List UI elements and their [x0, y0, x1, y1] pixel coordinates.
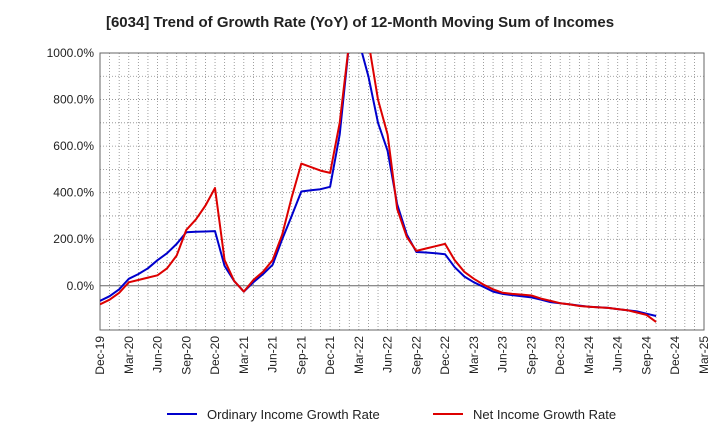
y-tick-label: 600.0% [53, 139, 94, 153]
y-tick-label: 400.0% [53, 186, 94, 200]
legend-net-income-label: Net Income Growth Rate [473, 407, 616, 422]
x-tick-label: Dec-24 [668, 336, 682, 375]
x-tick-label: Mar-22 [352, 336, 366, 374]
y-tick-label: 800.0% [53, 93, 94, 107]
x-tick-label: Mar-21 [237, 336, 251, 374]
x-tick-label: Mar-24 [582, 336, 596, 374]
x-tick-label: Jun-24 [611, 336, 625, 373]
x-tick-label: Dec-20 [208, 336, 222, 375]
x-tick-label: Sep-23 [524, 336, 538, 375]
x-tick-label: Sep-20 [179, 336, 193, 375]
y-tick-label: 1000.0% [47, 46, 95, 60]
x-tick-label: Dec-23 [553, 336, 567, 375]
x-tick-label: Dec-19 [93, 336, 107, 375]
x-tick-label: Sep-22 [409, 336, 423, 375]
x-tick-label: Sep-21 [294, 336, 308, 375]
x-tick-label: Mar-25 [697, 336, 711, 374]
y-tick-label: 0.0% [67, 279, 95, 293]
x-tick-label: Jun-21 [266, 336, 280, 373]
x-tick-label: Jun-23 [496, 336, 510, 373]
x-tick-label: Sep-24 [639, 336, 653, 375]
series-line-net-income [100, 53, 657, 323]
x-tick-label: Mar-23 [467, 336, 481, 374]
x-tick-label: Jun-22 [381, 336, 395, 373]
y-tick-label: 200.0% [53, 232, 94, 246]
x-tick-label: Jun-20 [151, 336, 165, 373]
legend-ordinary-income-label: Ordinary Income Growth Rate [207, 407, 380, 422]
x-tick-label: Dec-22 [438, 336, 452, 375]
plot-frame [99, 52, 705, 331]
plot-area [100, 53, 704, 330]
x-tick-label: Mar-20 [122, 336, 136, 374]
x-tick-label: Dec-21 [323, 336, 337, 375]
chart-title: [6034] Trend of Growth Rate (YoY) of 12-… [105, 14, 615, 31]
